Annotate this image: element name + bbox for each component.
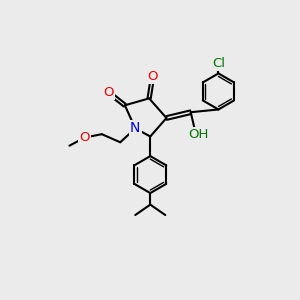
Text: Cl: Cl [212,56,225,70]
Text: O: O [79,131,90,144]
Text: OH: OH [189,128,209,141]
Text: O: O [103,86,114,99]
Text: N: N [130,122,140,135]
Text: O: O [147,70,158,83]
